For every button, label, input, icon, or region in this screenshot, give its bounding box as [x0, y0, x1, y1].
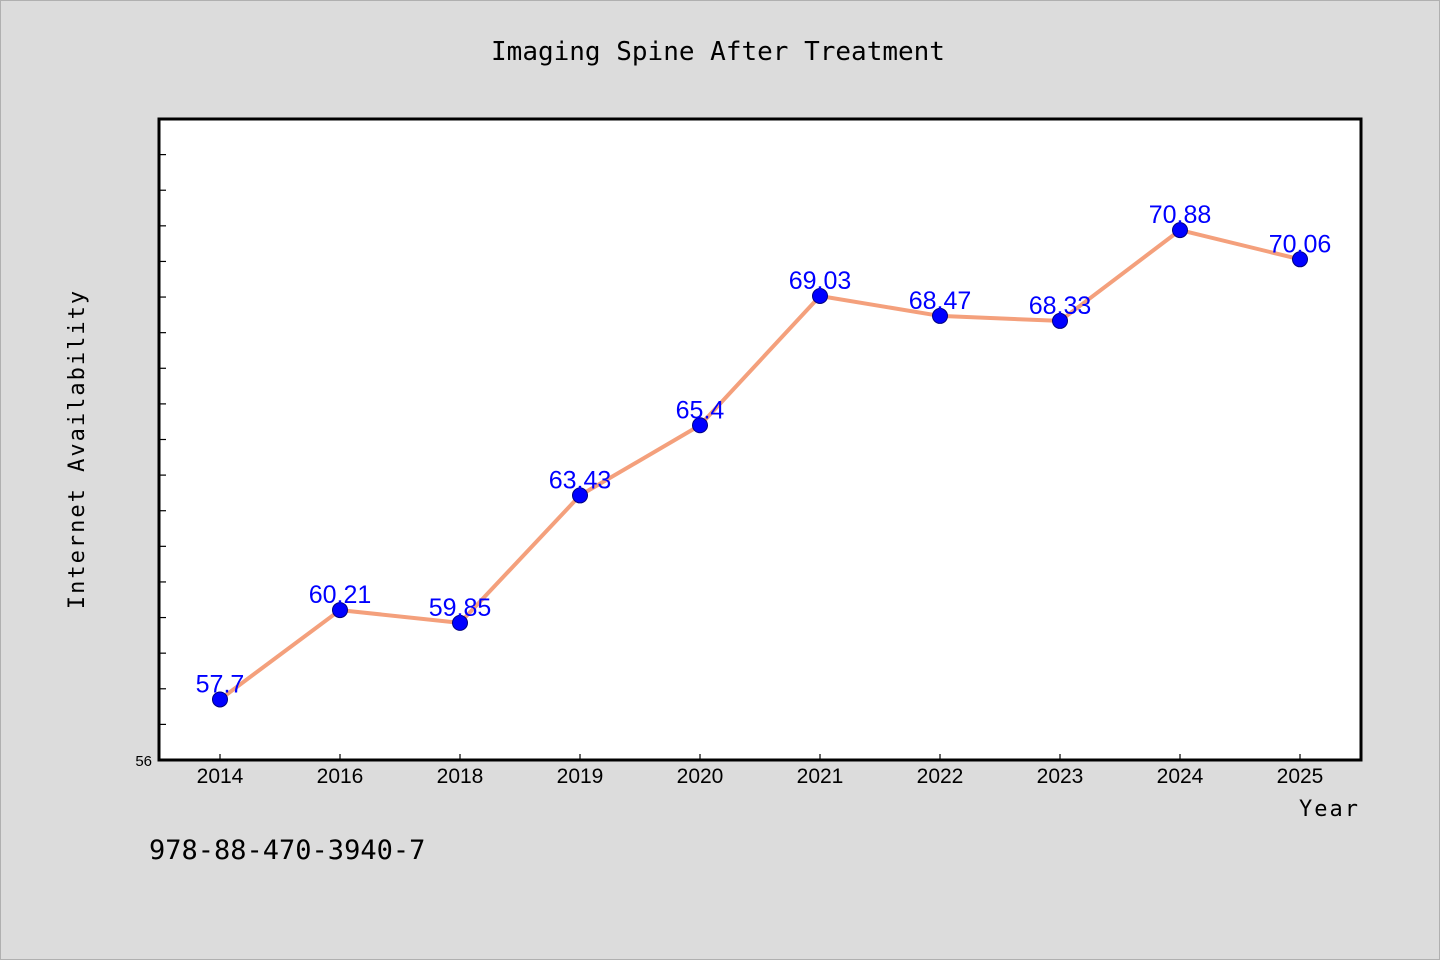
x-tick-label: 2018	[437, 765, 484, 788]
x-axis-title: Year	[1299, 797, 1360, 822]
y-axis-min-label: 56	[135, 753, 152, 770]
data-point-label: 68.47	[909, 287, 972, 315]
x-tick-label: 2019	[557, 765, 604, 788]
data-point-marker	[932, 307, 948, 324]
series-polyline	[218, 228, 1302, 702]
data-point-marker	[1052, 312, 1068, 329]
data-point-label: 70.88	[1149, 201, 1212, 229]
series-markers	[212, 222, 1308, 708]
x-tick-label: 2021	[797, 765, 844, 788]
chart-title: Imaging Spine After Treatment	[491, 37, 945, 67]
y-axis-ticks	[159, 154, 166, 725]
x-axis-ticks: 2014 2016 2018 2019 2020 2021 2022 2023 2024 2025	[197, 754, 1324, 788]
data-labels: 57.7 60.21 59.85 63.43 65.4 69.03 68.47 68.33 70…	[196, 201, 1332, 698]
x-tick-label: 2023	[1037, 765, 1084, 788]
data-point-marker	[1172, 222, 1188, 239]
x-tick-label: 2025	[1277, 765, 1324, 788]
data-point-label: 60.21	[309, 581, 372, 609]
data-point-marker	[572, 487, 588, 504]
data-point-label: 70.06	[1269, 230, 1332, 258]
x-tick-label: 2016	[317, 765, 364, 788]
data-point-marker	[332, 602, 348, 619]
data-point-label: 59.85	[429, 594, 492, 622]
data-point-label: 63.43	[549, 466, 612, 494]
data-point-marker	[212, 691, 228, 708]
plot-area	[157, 117, 1363, 762]
data-point-marker	[812, 287, 828, 304]
x-tick-label: 2020	[677, 765, 724, 788]
data-point-label: 68.33	[1029, 292, 1092, 320]
isbn-footer: 978-88-470-3940-7	[149, 835, 426, 866]
x-tick-label: 2022	[917, 765, 964, 788]
data-point-label: 65.4	[676, 396, 725, 424]
data-point-label: 69.03	[789, 267, 852, 295]
x-tick-label: 2014	[197, 765, 244, 788]
x-tick-label: 2024	[1157, 765, 1204, 788]
data-point-label: 57.7	[196, 670, 245, 698]
data-point-marker	[692, 417, 708, 434]
series-line	[218, 228, 1302, 702]
data-point-marker	[1292, 251, 1308, 268]
y-axis-title: Internet Availability	[65, 289, 90, 609]
data-point-marker	[452, 614, 468, 631]
